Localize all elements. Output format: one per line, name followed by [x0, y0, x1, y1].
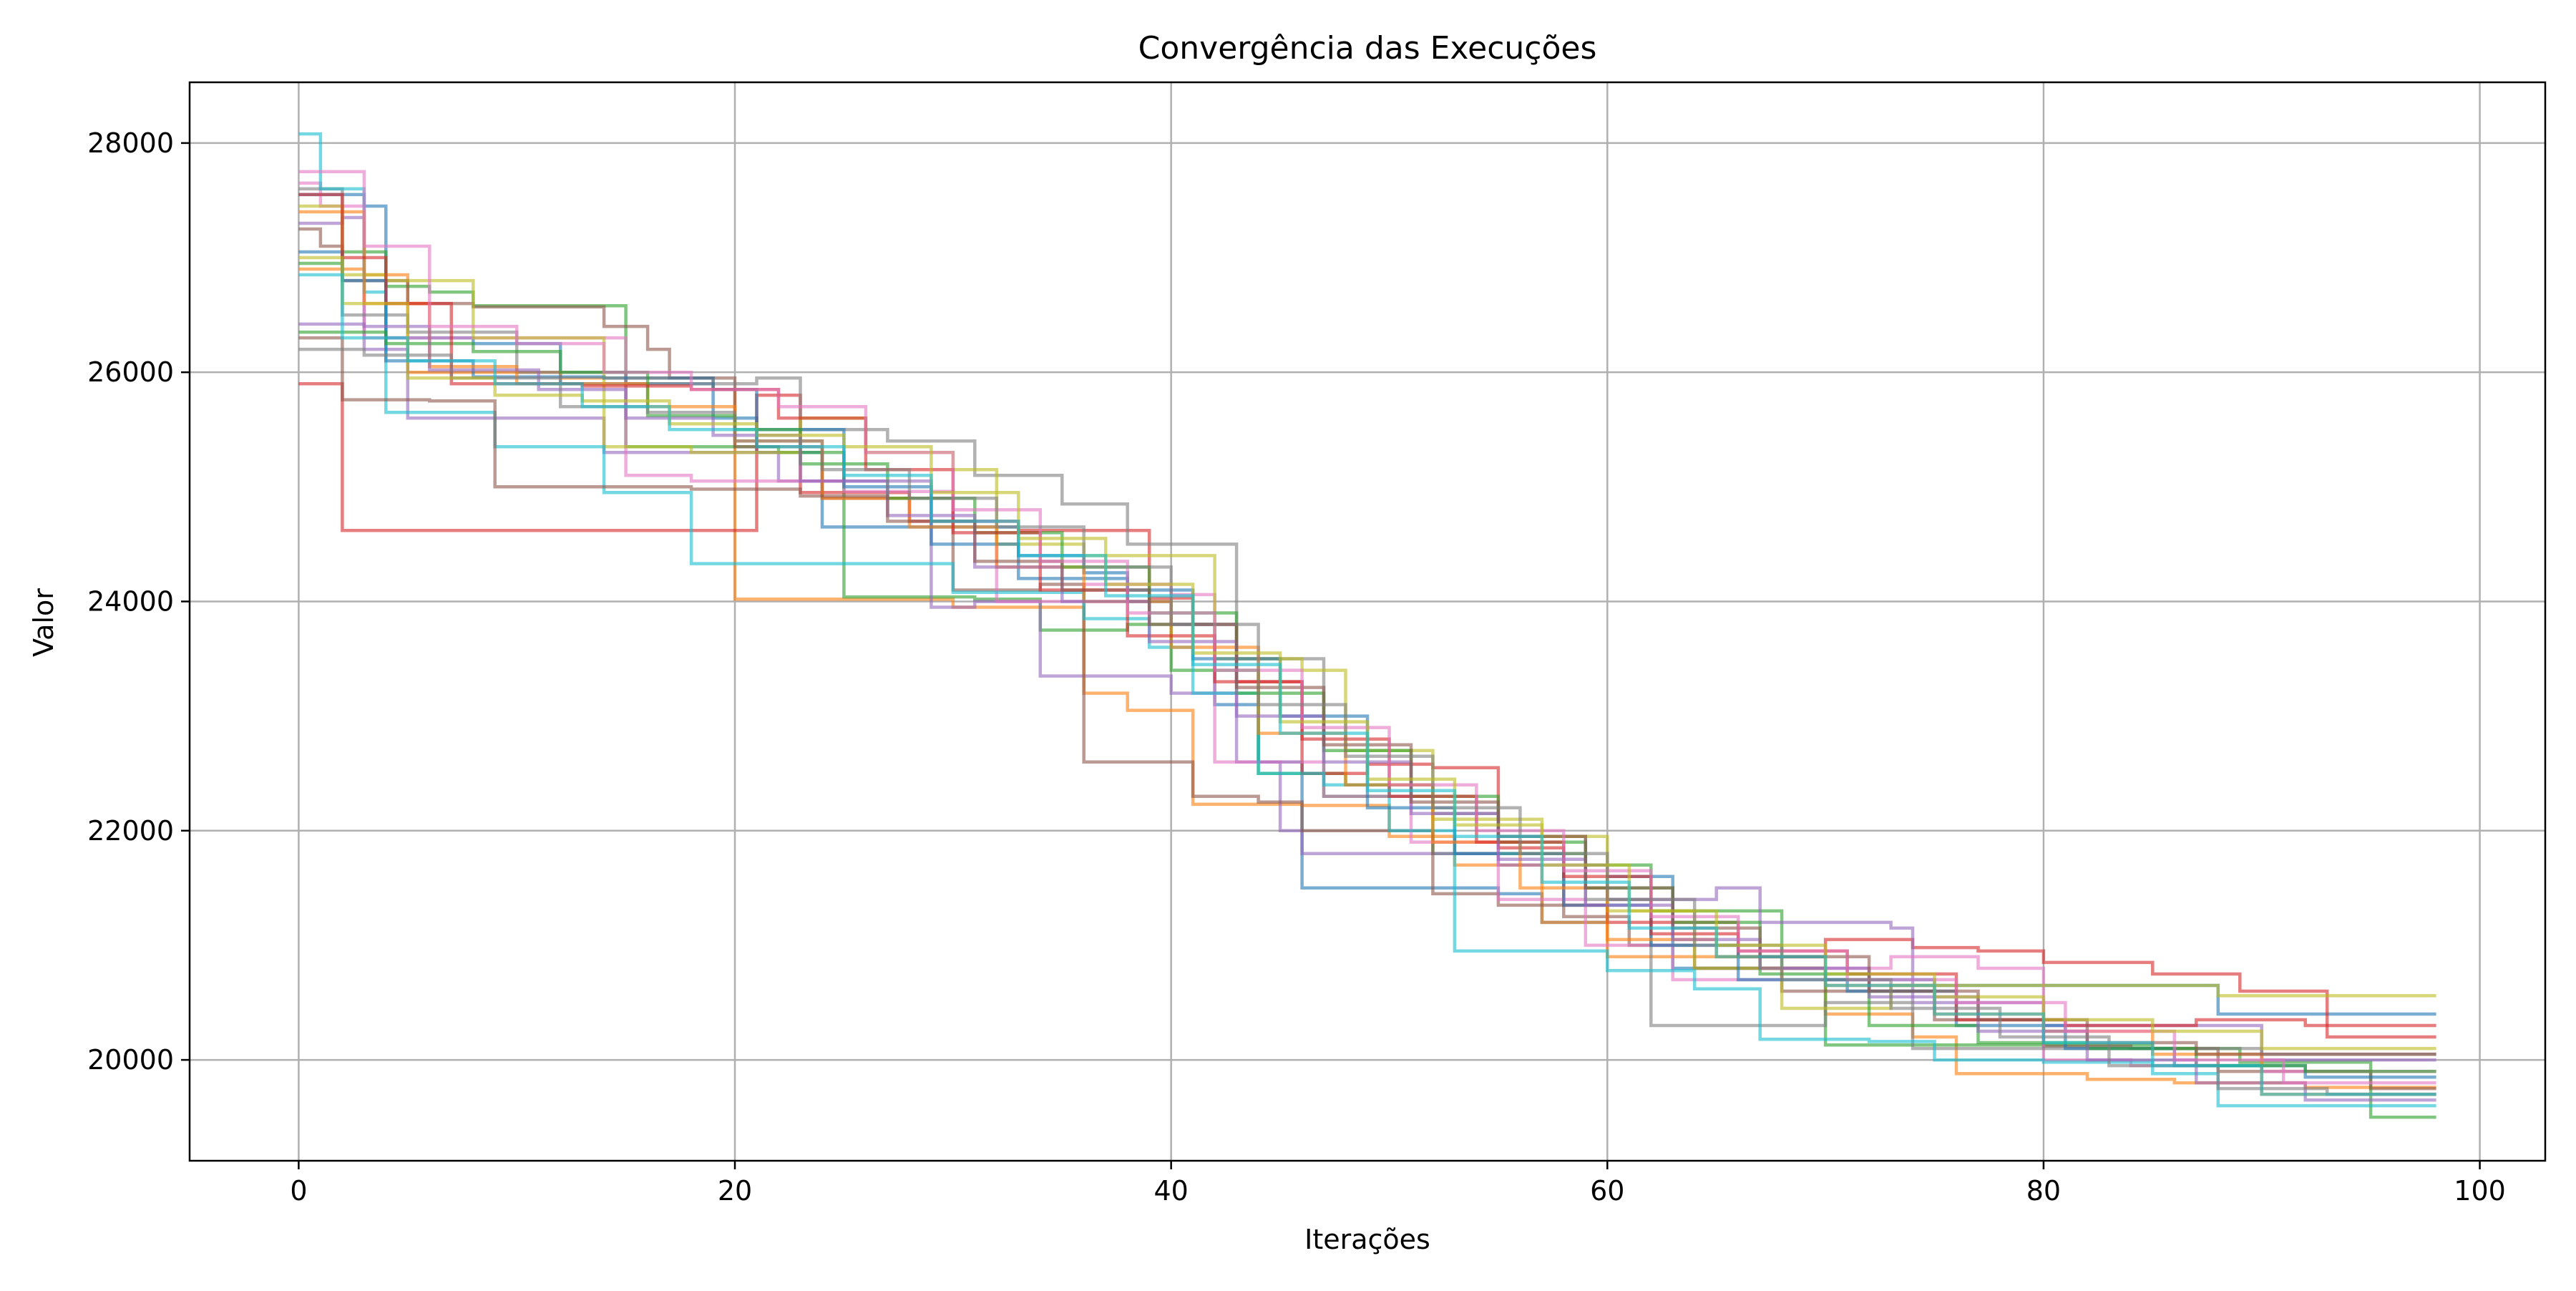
- series-line-8: [298, 187, 2436, 1056]
- series-line-20: [298, 273, 2436, 1096]
- y-tick-label: 20000: [87, 1044, 174, 1076]
- x-axis-label: Iterações: [1304, 1224, 1430, 1255]
- y-axis-ticks: 20000 22000 24000 26000 28000: [87, 127, 190, 1076]
- y-tick-label: 22000: [87, 815, 174, 847]
- grid: [190, 82, 2545, 1161]
- chart-title: Convergência das Execuções: [1138, 30, 1597, 67]
- x-tick-label: 40: [1153, 1175, 1188, 1207]
- x-axis-ticks: 0 20 40 60 80 100: [290, 1161, 2506, 1207]
- plot-frame: [188, 81, 2547, 1162]
- x-tick-label: 60: [1590, 1175, 1624, 1207]
- x-tick-label: 20: [718, 1175, 752, 1207]
- series-line-18: [298, 347, 2436, 1096]
- x-tick-label: 0: [290, 1175, 307, 1207]
- x-tick-label: 80: [2026, 1175, 2061, 1207]
- x-tick-label: 100: [2454, 1175, 2506, 1207]
- series-line-4: [298, 381, 2436, 1039]
- y-tick-label: 28000: [87, 127, 174, 159]
- y-tick-label: 24000: [87, 585, 174, 617]
- series-lines: [298, 132, 2436, 1119]
- y-axis-label: Valor: [28, 588, 59, 657]
- y-tick-label: 26000: [87, 356, 174, 388]
